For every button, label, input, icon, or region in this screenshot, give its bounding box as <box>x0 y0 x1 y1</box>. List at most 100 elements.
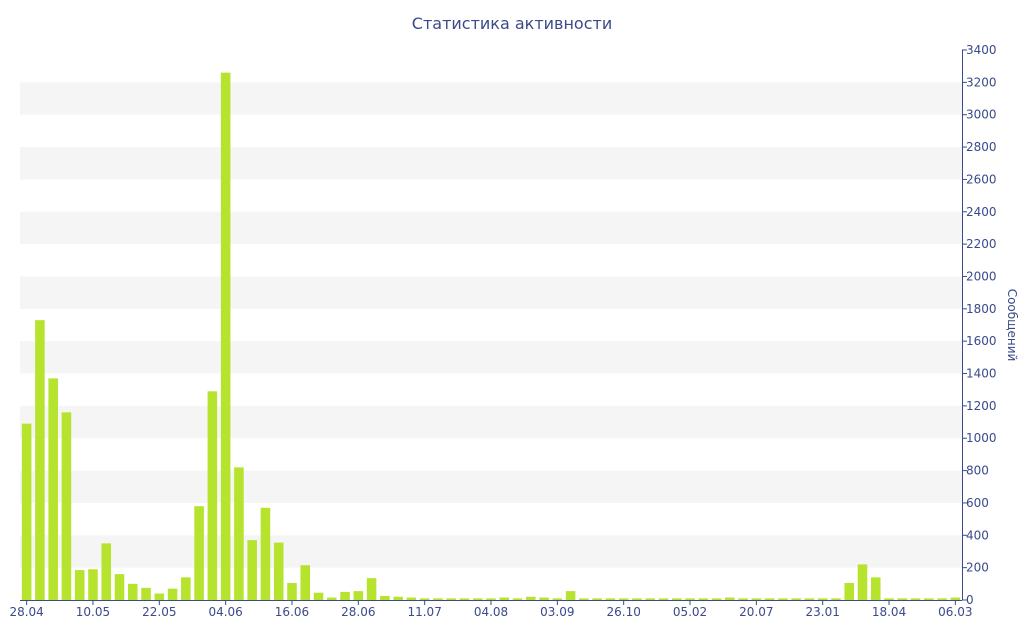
bar[interactable] <box>512 598 523 600</box>
bar[interactable] <box>446 598 456 600</box>
y-axis: 0 200 400 600 800 1000 1200 1400 1600 1800 2000 220… <box>962 43 997 607</box>
x-tick-label: 10.05 <box>76 605 110 619</box>
bar[interactable] <box>698 598 709 600</box>
bar[interactable] <box>313 592 324 600</box>
bar[interactable] <box>340 591 350 600</box>
x-tick-label: 04.06 <box>208 605 242 619</box>
x-tick-label: 28.04 <box>9 605 43 619</box>
bar[interactable] <box>791 598 801 600</box>
bar[interactable] <box>632 598 642 600</box>
bar[interactable] <box>327 597 337 600</box>
bar[interactable] <box>459 598 470 600</box>
bar[interactable] <box>486 598 496 600</box>
bar[interactable] <box>645 598 655 600</box>
bar[interactable] <box>181 577 191 600</box>
bar[interactable] <box>287 583 297 600</box>
bar[interactable] <box>804 598 815 600</box>
bar[interactable] <box>817 598 828 600</box>
y-tick-label: 2800 <box>966 140 997 154</box>
y-tick-label: 2200 <box>966 237 997 251</box>
bar[interactable] <box>260 507 271 600</box>
grid-band <box>20 211 962 245</box>
bar[interactable] <box>526 596 536 600</box>
bar[interactable] <box>353 591 364 600</box>
y-tick-label: 800 <box>966 464 989 478</box>
bar[interactable] <box>870 577 881 600</box>
y-tick-label: 2000 <box>966 269 997 283</box>
bar[interactable] <box>565 591 576 600</box>
bar[interactable] <box>366 578 377 600</box>
bar[interactable] <box>937 598 947 600</box>
bar[interactable] <box>207 391 218 600</box>
x-tick-label: 23.01 <box>806 605 840 619</box>
bar[interactable] <box>857 564 868 600</box>
bar[interactable] <box>764 598 775 600</box>
grid-band <box>20 535 962 568</box>
x-axis: 28.04 10.05 22.05 04.06 16.06 28.06 11.07 04.08… <box>9 600 973 619</box>
bar[interactable] <box>194 506 204 600</box>
bar[interactable] <box>539 597 549 600</box>
bar[interactable] <box>751 598 762 600</box>
bar[interactable] <box>579 598 589 600</box>
y-tick-label: 600 <box>966 496 989 510</box>
bar[interactable] <box>897 598 908 600</box>
bar[interactable] <box>924 598 934 600</box>
bar[interactable] <box>48 378 58 600</box>
grid-band <box>20 405 962 439</box>
bar[interactable] <box>74 570 85 600</box>
bar[interactable] <box>499 597 510 600</box>
bar[interactable] <box>21 423 32 600</box>
bar[interactable] <box>658 598 669 600</box>
bar[interactable] <box>592 598 602 600</box>
grid-band <box>20 147 962 180</box>
bar[interactable] <box>910 598 921 600</box>
bar[interactable] <box>61 412 72 600</box>
bar[interactable] <box>778 598 788 600</box>
grid-band <box>20 341 962 374</box>
bar[interactable] <box>380 595 390 600</box>
bar[interactable] <box>167 588 178 600</box>
bar[interactable] <box>247 540 257 600</box>
bar[interactable] <box>234 467 244 600</box>
bar[interactable] <box>711 598 722 600</box>
y-tick-label: 0 <box>966 593 974 607</box>
bar[interactable] <box>127 583 138 600</box>
x-tick-label: 26.10 <box>606 605 640 619</box>
grid-bands <box>20 82 962 568</box>
bar[interactable] <box>300 565 311 600</box>
bar[interactable] <box>950 597 961 600</box>
bar[interactable] <box>738 598 748 600</box>
grid-band <box>20 82 962 115</box>
bar[interactable] <box>884 598 894 600</box>
bar[interactable] <box>154 593 165 600</box>
y-tick-label: 3000 <box>966 108 997 122</box>
x-tick-label: 03.09 <box>540 605 574 619</box>
y-tick-label: 1000 <box>966 431 997 445</box>
bar[interactable] <box>419 598 430 600</box>
bar[interactable] <box>552 598 563 600</box>
bar[interactable] <box>220 72 231 601</box>
bar[interactable] <box>831 598 841 600</box>
bar[interactable] <box>35 320 45 600</box>
bar[interactable] <box>433 598 443 600</box>
bar[interactable] <box>88 569 98 600</box>
bar[interactable] <box>618 598 629 600</box>
y-tick-label: 1800 <box>966 302 997 316</box>
bar[interactable] <box>725 597 735 600</box>
x-tick-label: 28.06 <box>341 605 375 619</box>
bar[interactable] <box>472 598 483 600</box>
bar[interactable] <box>114 574 125 600</box>
bar[interactable] <box>406 597 417 600</box>
bar[interactable] <box>393 596 403 600</box>
y-tick-label: 1600 <box>966 334 997 348</box>
x-tick-label: 05.02 <box>673 605 707 619</box>
bar[interactable] <box>273 542 284 600</box>
bar[interactable] <box>844 583 855 600</box>
bar[interactable] <box>605 598 616 600</box>
bar[interactable] <box>671 598 682 600</box>
y-tick-label: 400 <box>966 528 989 542</box>
bar[interactable] <box>141 587 151 600</box>
bar[interactable] <box>101 543 112 600</box>
bar[interactable] <box>685 598 695 600</box>
